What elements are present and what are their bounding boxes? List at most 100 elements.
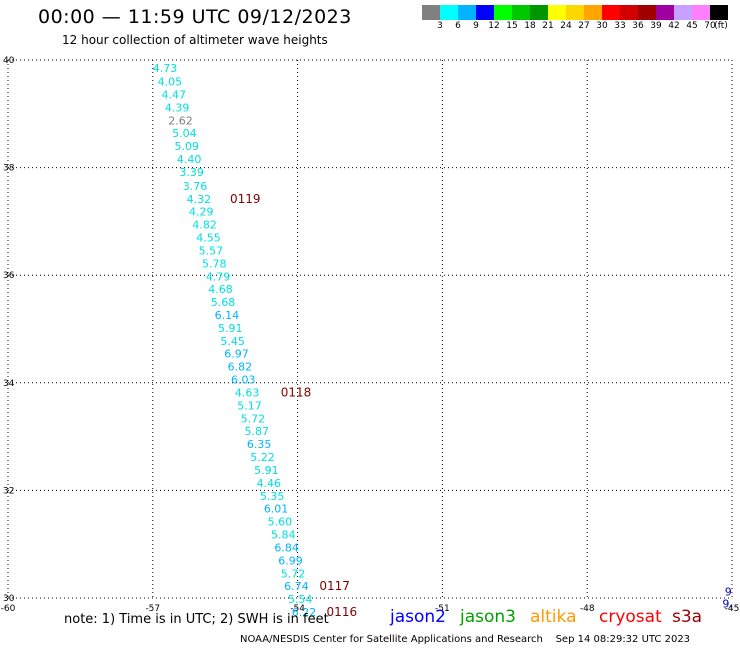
- pass-time-label: 0116: [327, 605, 358, 619]
- color-swatch: [584, 5, 602, 20]
- wave-height-point: 5.35: [260, 490, 285, 503]
- color-scale-tick: 24: [560, 21, 572, 31]
- x-tick-label: -60: [1, 604, 16, 614]
- wave-height-point: 4.46: [257, 477, 282, 490]
- mission-jason2: jason2: [390, 607, 446, 627]
- wave-height-point: 5.91: [254, 464, 279, 477]
- mission-s3a: s3a: [672, 607, 703, 627]
- y-tick-label: 40: [3, 56, 15, 66]
- color-scale-tick: 18: [524, 21, 536, 31]
- pass-time-label: 0118: [281, 385, 312, 399]
- wave-height-point: 5.78: [202, 257, 227, 270]
- color-swatch: [638, 5, 656, 20]
- color-scale-tick: 33: [614, 21, 626, 31]
- color-scale-tick: 45: [686, 21, 698, 31]
- color-scale-tick: 9: [473, 21, 479, 31]
- color-swatch: [512, 5, 530, 20]
- wave-height-point: 4.55: [196, 232, 221, 245]
- x-tick-label: -48: [580, 604, 595, 614]
- wave-height-point: 6.99: [278, 554, 303, 567]
- wave-height-point: 5.72: [241, 412, 265, 425]
- wave-height-point: 5.09: [175, 140, 200, 153]
- y-tick-label: 32: [3, 486, 14, 496]
- color-swatch: [530, 5, 548, 20]
- y-tick-label: 30: [3, 594, 15, 604]
- color-swatch: [422, 5, 440, 20]
- color-scale-tick: 36: [632, 21, 644, 31]
- color-scale-tick: 6: [455, 21, 461, 31]
- x-tick-label: -51: [435, 604, 450, 614]
- wave-height-point: 4.05: [158, 76, 183, 89]
- color-scale-tick: 42: [668, 21, 680, 31]
- x-tick-label: -45: [725, 604, 740, 614]
- color-scale-tick: 21: [542, 21, 554, 31]
- wave-height-point: 5.91: [218, 322, 243, 335]
- y-tick-label: 36: [3, 271, 15, 281]
- wave-height-point: 5.60: [268, 516, 293, 529]
- x-tick-label: -57: [145, 604, 160, 614]
- color-scale-tick: 39: [650, 21, 662, 31]
- wave-height-point: 4.73: [153, 62, 178, 75]
- pass-time-label: 0119: [230, 192, 261, 206]
- chart-title: 00:00 — 11:59 UTC 09/12/2023: [38, 6, 352, 28]
- color-swatch: [440, 5, 458, 20]
- wave-height-point: 5.17: [237, 399, 262, 412]
- wave-height-point: 3.39: [179, 166, 204, 179]
- wave-height-point: 4.32: [187, 193, 212, 206]
- wave-height-point: 6.14: [215, 309, 240, 322]
- wave-height-point: 4.68: [208, 283, 233, 296]
- mission-cryosat: cryosat: [599, 607, 662, 627]
- color-scale-tick: 12: [488, 21, 500, 31]
- color-swatch: [566, 5, 584, 20]
- color-scale-labels: 3 6 9 12 15 18 21 24 27 30 33 36 39 42 45 70 (ft): [422, 21, 740, 35]
- wave-height-point: 5.87: [245, 425, 269, 438]
- color-scale-tick: 3: [437, 21, 443, 31]
- color-swatch: [548, 5, 566, 20]
- wave-height-point: 5.22: [250, 451, 274, 464]
- footer-credit: NOAA/NESDIS Center for Satellite Applica…: [240, 634, 691, 645]
- wave-height-point: 4.39: [165, 101, 190, 114]
- color-swatch: [674, 5, 692, 20]
- color-scale-tick: 30: [596, 21, 608, 31]
- wave-height-point: 5.84: [271, 529, 296, 542]
- mission-altika: altika: [530, 607, 577, 627]
- wave-height-point: 6.82: [228, 361, 253, 374]
- wave-height-point: 2.62: [168, 114, 193, 127]
- edge-wave-height-point: 9: [725, 586, 732, 599]
- color-scale-bar: [422, 5, 728, 20]
- color-swatch: [458, 5, 476, 20]
- x-tick-label: -54: [290, 604, 305, 614]
- edge-wave-height-point: 9.: [722, 597, 733, 610]
- wave-height-point: 6.22: [292, 606, 317, 619]
- color-scale-unit: (ft): [714, 21, 728, 31]
- wave-height-point: 5.45: [220, 335, 245, 348]
- color-swatch: [620, 5, 638, 20]
- color-swatch: [476, 5, 494, 20]
- wave-height-point: 6.03: [231, 374, 256, 387]
- wave-height-point: 6.01: [264, 503, 289, 516]
- wave-height-point: 6.97: [224, 348, 249, 361]
- wave-height-point: 4.79: [206, 270, 231, 283]
- color-scale-tick: 70: [704, 21, 716, 31]
- wave-height-point: 6.84: [274, 541, 299, 554]
- wave-height-point: 3.76: [183, 180, 208, 193]
- note-text: note: 1) Time is in UTC; 2) SWH is in fe…: [64, 612, 329, 627]
- wave-height-point: 5.57: [199, 244, 224, 257]
- wave-height-point: 4.63: [235, 386, 260, 399]
- wave-height-point: 6.35: [247, 438, 271, 451]
- wave-height-point: 6.74: [284, 580, 309, 593]
- wave-height-point: 5.72: [281, 567, 306, 580]
- color-swatch: [656, 5, 674, 20]
- color-swatch: [602, 5, 620, 20]
- wave-height-point: 5.04: [172, 127, 197, 140]
- wave-height-point: 5.54: [288, 593, 313, 606]
- y-tick-label: 38: [3, 164, 15, 174]
- mission-jason3: jason3: [460, 607, 516, 627]
- color-scale-tick: 15: [506, 21, 518, 31]
- pass-time-label: 0117: [319, 579, 350, 593]
- color-scale-tick: 27: [578, 21, 590, 31]
- y-tick-label: 34: [3, 379, 15, 389]
- color-swatch: [494, 5, 512, 20]
- wave-height-point: 4.40: [177, 153, 202, 166]
